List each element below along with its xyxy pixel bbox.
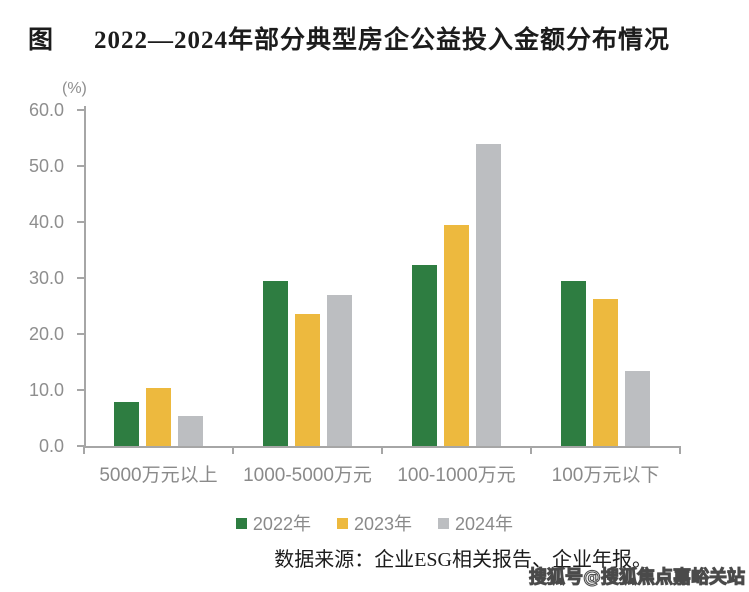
- legend-item: 2022年: [235, 510, 311, 536]
- legend-label: 2022年: [252, 514, 311, 534]
- bar-2023年-100万元以下: [593, 299, 618, 446]
- y-tick-mark: [77, 277, 84, 279]
- y-axis-line: [84, 106, 86, 448]
- x-tick-mark: [381, 446, 383, 454]
- x-category-label: 100万元以下: [551, 465, 660, 486]
- y-tick-mark: [77, 109, 84, 111]
- chart-title-row: 图 2022—2024年部分典型房企公益投入金额分布情况: [28, 20, 728, 56]
- bar-2023年-5000万元以上: [146, 388, 171, 446]
- bar-2024年-5000万元以上: [178, 416, 203, 446]
- watermark: 搜狐号@搜狐焦点嘉峪关站: [529, 567, 746, 589]
- bar-2023年-100-1000万元: [444, 225, 469, 446]
- x-category-label: 100-1000万元: [397, 465, 516, 486]
- x-tick-mark: [530, 446, 532, 454]
- x-tick-mark: [679, 446, 681, 454]
- legend-item: 2024年: [438, 510, 513, 536]
- legend-swatch: [438, 517, 450, 529]
- legend-swatch: [235, 517, 247, 529]
- x-category-label: 5000万元以上: [99, 465, 218, 486]
- y-tick-label: 10.0: [28, 380, 64, 400]
- y-axis-unit-label: (%): [62, 80, 87, 97]
- y-tick-label: 0.0: [38, 436, 64, 456]
- y-tick-label: 20.0: [28, 324, 64, 344]
- y-tick-mark: [77, 221, 84, 223]
- legend-item: 2023年: [336, 510, 413, 536]
- x-tick-mark: [83, 446, 85, 454]
- bar-2022年-100万元以下: [561, 280, 586, 446]
- bar-2022年-1000-5000万元: [263, 280, 288, 446]
- bar-2022年-100-1000万元: [412, 264, 437, 446]
- bar-2023年-1000-5000万元: [295, 313, 320, 446]
- x-tick-mark: [232, 446, 234, 454]
- bar-2024年-1000-5000万元: [327, 295, 352, 446]
- bar-2024年-100万元以下: [625, 370, 650, 446]
- bar-2024年-100-1000万元: [476, 143, 501, 446]
- y-tick-mark: [77, 333, 84, 335]
- y-tick-mark: [77, 389, 84, 391]
- chart-legend: 2022年 2023年 2024年: [0, 510, 749, 536]
- y-tick-label: 40.0: [28, 212, 64, 232]
- y-tick-mark: [77, 165, 84, 167]
- chart-title: 2022—2024年部分典型房企公益投入金额分布情况: [94, 27, 671, 54]
- y-tick-label: 50.0: [28, 156, 64, 176]
- figure-label: 图: [28, 27, 55, 54]
- y-tick-label: 30.0: [28, 268, 64, 288]
- legend-label: 2023年: [353, 514, 413, 534]
- legend-swatch: [336, 517, 348, 529]
- y-tick-mark: [77, 445, 84, 447]
- y-tick-label: 60.0: [28, 100, 64, 120]
- data-source-note: 数据来源：企业ESG相关报告、企业年报。: [274, 549, 652, 571]
- x-category-label: 1000-5000万元: [243, 465, 372, 486]
- bar-2022年-5000万元以上: [114, 401, 139, 446]
- legend-label: 2024年: [455, 514, 514, 534]
